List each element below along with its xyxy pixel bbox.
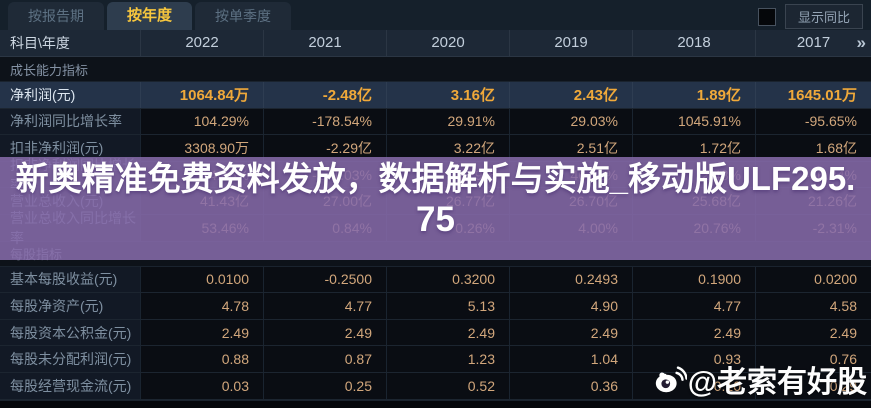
cell-2019: 2.43亿 — [509, 82, 632, 108]
cell-2019: 2.49 — [509, 319, 632, 346]
cell-2020: 0.3200 — [386, 266, 509, 293]
cell-2018: 1.72亿 — [632, 135, 755, 161]
cell-2022: 3308.90万 — [140, 135, 263, 161]
weibo-watermark: @老索有好股 — [653, 357, 867, 401]
tab-report-period[interactable]: 按报告期 — [8, 2, 104, 30]
tab-annual[interactable]: 按年度 — [107, 2, 193, 30]
section-growth: 成长能力指标 — [0, 57, 871, 82]
cell-2020: 2.49 — [386, 319, 509, 346]
row-label: 每股未分配利润(元) — [0, 346, 140, 372]
column-header-2017: 2017 » — [755, 30, 871, 56]
column-header-2019: 2019 — [509, 30, 632, 56]
tab-single-quarter[interactable]: 按单季度 — [195, 2, 292, 30]
cell-2018: 0.1900 — [632, 266, 755, 293]
cell-2022: 2.49 — [140, 319, 263, 346]
watermark-overlay: 新奥精准免费资料发放，数据解析与实施_移动版ULF295. 75 — [0, 157, 871, 260]
cell-2021: 0.87 — [263, 346, 386, 372]
table-row-net-profit-yoy: 净利润同比增长率 104.29% -178.54% 29.91% 29.03% … — [0, 108, 871, 136]
row-label: 每股资本公积金(元) — [0, 319, 140, 346]
cell-2017: 0.0200 — [755, 266, 871, 293]
cell-2018: 2.49 — [632, 319, 755, 346]
year-label: 2017 — [796, 34, 831, 51]
table-row-net-profit: 净利润(元) 1064.84万 -2.48亿 3.16亿 2.43亿 1.89亿… — [0, 82, 871, 109]
corner-header: 科目\年度 — [10, 35, 70, 51]
cell-2021: -2.29亿 — [263, 135, 386, 161]
cell-2019: 0.36 — [509, 372, 632, 399]
cell-2021: 0.25 — [263, 372, 386, 399]
period-tabbar: 按报告期 按年度 按单季度 显示同比 — [0, 0, 871, 30]
cell-2017: 0.76 — [755, 346, 871, 372]
cell-2021: 4.77 — [263, 293, 386, 319]
cell-2017: 0.29 — [755, 372, 871, 399]
cell-2017: 4.58 — [755, 293, 871, 319]
row-label: 每股经营现金流(元) — [0, 372, 140, 399]
cell-2020: 3.16亿 — [386, 82, 509, 108]
cell-2017: -95.65% — [755, 108, 871, 135]
cell-2017: 1645.01万 — [755, 82, 871, 108]
table-row-undistributed-profit: 每股未分配利润(元) 0.88 0.87 1.23 1.04 0.93 0.76 — [0, 346, 871, 373]
section-label: 成长能力指标 — [10, 62, 89, 78]
table-row-capital-reserve: 每股资本公积金(元) 2.49 2.49 2.49 2.49 2.49 2.49 — [0, 319, 871, 347]
cell-2020: 5.13 — [386, 293, 509, 319]
column-header-2021: 2021 — [263, 30, 386, 56]
cell-2018: 1045.91% — [632, 108, 755, 135]
table-row-eps: 基本每股收益(元) 0.0100 -0.2500 0.3200 0.2493 0… — [0, 266, 871, 294]
column-header-2022: 2022 — [140, 30, 263, 56]
cell-2021: -178.54% — [263, 108, 386, 135]
cell-2021: -0.2500 — [263, 266, 386, 293]
row-label: 净利润同比增长率 — [0, 108, 140, 135]
cell-2022: 1064.84万 — [140, 82, 263, 108]
row-label: 扣非净利润(元) — [0, 135, 140, 161]
watermark-text-line1: 新奥精准免费资料发放，数据解析与实施_移动版ULF295. — [15, 160, 856, 197]
cell-2019: 2.51亿 — [509, 135, 632, 161]
cell-2022: 0.88 — [140, 346, 263, 372]
show-yoy-label[interactable]: 显示同比 — [784, 4, 863, 29]
cell-2018: 0.10 — [632, 372, 755, 399]
cell-2021: -2.48亿 — [263, 82, 386, 108]
show-yoy-checkbox[interactable] — [757, 7, 776, 26]
cell-2020: 3.22亿 — [386, 135, 509, 161]
more-columns-icon[interactable]: » — [856, 33, 866, 52]
cell-2018: 4.77 — [632, 293, 755, 319]
watermark-text-line2: 75 — [416, 200, 455, 239]
table-header: 科目\年度 2022 2021 2020 2019 2018 2017 » — [0, 30, 871, 57]
row-label: 基本每股收益(元) — [0, 266, 140, 293]
cell-2019: 1.04 — [509, 346, 632, 372]
cell-2017: 2.49 — [755, 319, 871, 346]
table-row-bps: 每股净资产(元) 4.78 4.77 5.13 4.90 4.77 4.58 — [0, 293, 871, 320]
cell-2017: 1.68亿 — [755, 135, 871, 161]
cell-2021: 2.49 — [263, 319, 386, 346]
cell-2018: 0.93 — [632, 346, 755, 372]
row-label: 每股净资产(元) — [0, 293, 140, 319]
cell-2020: 29.91% — [386, 108, 509, 135]
column-header-2020: 2020 — [386, 30, 509, 56]
show-yoy-control: 显示同比 — [757, 4, 863, 29]
cell-2022: 4.78 — [140, 293, 263, 319]
column-header-2018: 2018 — [632, 30, 755, 56]
cell-2019: 0.2493 — [509, 266, 632, 293]
weibo-handle: @老索有好股 — [687, 366, 867, 399]
cell-2018: 1.89亿 — [632, 82, 755, 108]
table-row-operating-cashflow: 每股经营现金流(元) 0.03 0.25 0.52 0.36 0.10 0.29 — [0, 372, 871, 400]
row-label: 净利润(元) — [0, 82, 140, 108]
cell-2022: 0.03 — [140, 372, 263, 399]
cell-2019: 29.03% — [509, 108, 632, 135]
cell-2022: 104.29% — [140, 108, 263, 135]
weibo-icon — [653, 364, 687, 395]
cell-2019: 4.90 — [509, 293, 632, 319]
cell-2020: 1.23 — [386, 346, 509, 372]
cell-2020: 0.52 — [386, 372, 509, 399]
cell-2022: 0.0100 — [140, 266, 263, 293]
